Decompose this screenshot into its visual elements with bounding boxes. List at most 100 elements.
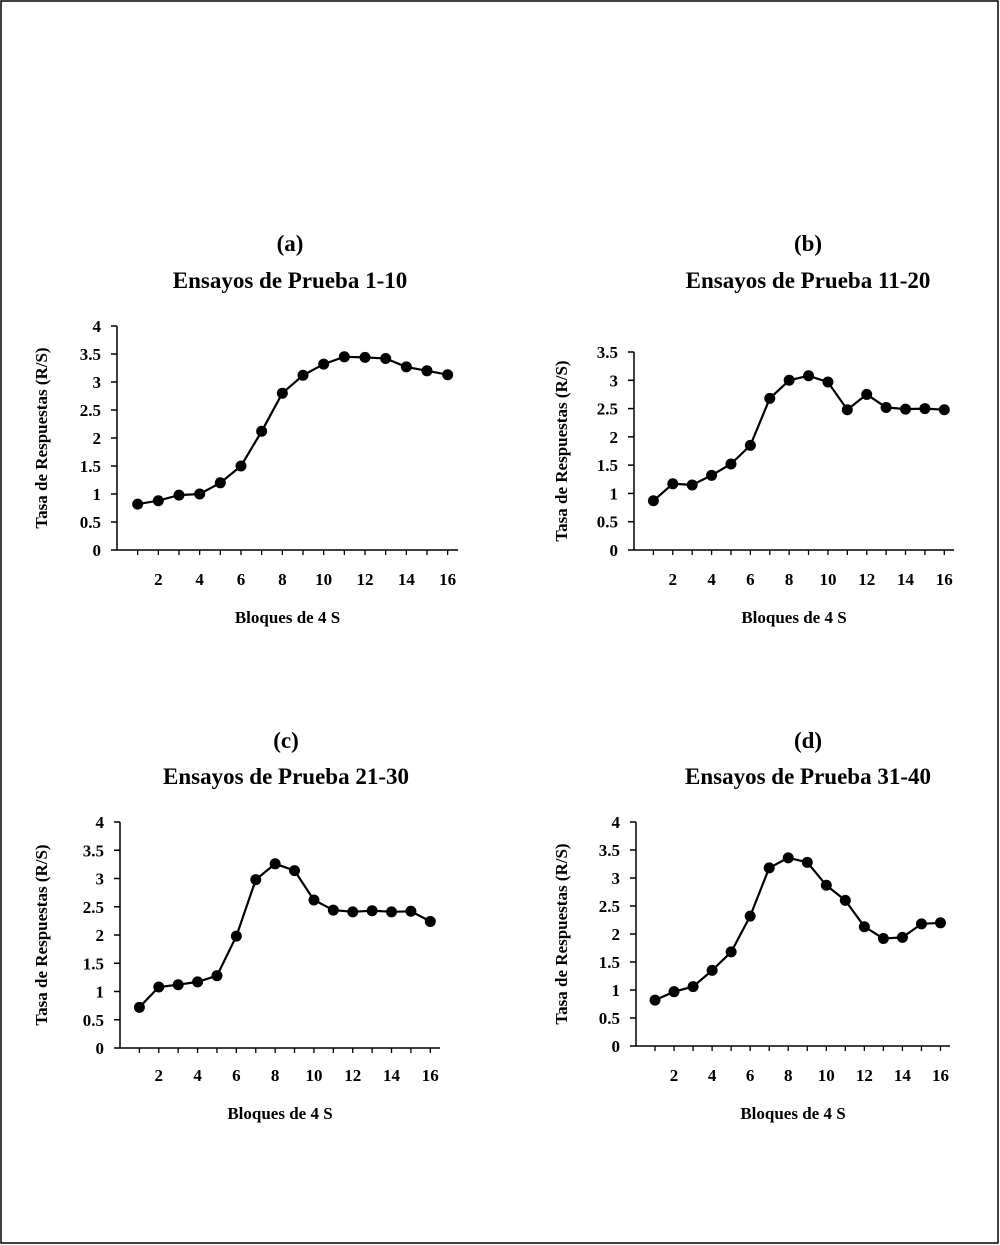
panel-b: (b) Ensayos de Prueba 11-20 0 0.5 1 1.5 2 2.5 3 3… — [552, 231, 954, 627]
y-tick-label: 0 — [612, 1037, 621, 1056]
data-point — [803, 370, 815, 382]
x-axis-label: Bloques de 4 S — [741, 608, 846, 627]
data-point — [380, 352, 392, 364]
x-tick-label: 16 — [936, 570, 953, 589]
data-point — [900, 403, 912, 415]
data-point — [214, 477, 226, 489]
data-point — [919, 403, 931, 415]
x-tick-label: 8 — [784, 1066, 793, 1085]
y-tick-label: 0.5 — [80, 513, 101, 532]
x-tick-label: 12 — [856, 1066, 873, 1085]
data-point — [934, 917, 946, 929]
y-tick-label: 2 — [610, 428, 619, 447]
data-point — [400, 361, 412, 373]
x-tick-label: 2 — [155, 1066, 164, 1085]
x-tick-label: 6 — [232, 1066, 241, 1085]
data-point — [861, 388, 873, 400]
y-tick-label: 3 — [96, 870, 105, 889]
x-tick-label: 16 — [932, 1066, 949, 1085]
panel-letter: (b) — [794, 231, 822, 256]
x-tick-label: 12 — [357, 570, 374, 589]
data-point — [327, 904, 339, 916]
x-tick-label: 16 — [422, 1066, 439, 1085]
data-point — [687, 981, 699, 993]
y-tick-label: 3 — [93, 373, 102, 392]
x-tick-label: 14 — [894, 1066, 912, 1085]
x-tick-label: 2 — [154, 570, 163, 589]
data-point — [318, 358, 330, 370]
panel-a: (a) Ensayos de Prueba 1-10 0 0.5 1 1.5 2 2.5 3 3.… — [32, 231, 458, 627]
data-point — [235, 460, 247, 472]
y-tick-label: 0 — [93, 541, 102, 560]
series-line — [652, 374, 945, 502]
y-tick-label: 2 — [612, 925, 621, 944]
x-tick-label: 4 — [707, 570, 716, 589]
y-tick-label: 1 — [612, 981, 621, 1000]
x-tick-label: 10 — [818, 1066, 835, 1085]
y-tick-label: 0 — [96, 1039, 105, 1058]
data-point — [820, 879, 832, 891]
x-tick-label: 8 — [785, 570, 794, 589]
data-point — [173, 489, 185, 501]
chart-title: Ensayos de Prueba 31-40 — [685, 764, 931, 789]
data-point — [841, 404, 853, 416]
data-point — [938, 404, 950, 416]
y-tick-label: 0.5 — [83, 1011, 104, 1030]
data-point — [647, 495, 659, 507]
x-tick-label: 10 — [305, 1066, 322, 1085]
x-tick-label: 14 — [398, 570, 416, 589]
data-point — [686, 479, 698, 491]
y-axis-label: Tasa de Respuestas (R/S) — [32, 844, 51, 1025]
data-point — [421, 365, 433, 377]
chart-title: Ensayos de Prueba 21-30 — [163, 764, 409, 789]
y-tick-label: 3 — [612, 869, 621, 888]
data-point — [250, 874, 262, 886]
x-tick-label: 2 — [669, 570, 678, 589]
data-point — [269, 858, 281, 870]
x-axis-label: Bloques de 4 S — [740, 1104, 845, 1123]
x-tick-label: 8 — [278, 570, 287, 589]
data-point — [880, 401, 892, 413]
data-point — [230, 930, 242, 942]
series-line — [137, 355, 448, 506]
x-tick-label: 16 — [439, 570, 456, 589]
data-point — [386, 906, 398, 918]
y-tick-label: 3.5 — [83, 841, 104, 860]
panel-letter: (d) — [794, 728, 822, 753]
x-tick-label: 8 — [271, 1066, 280, 1085]
x-tick-label: 12 — [344, 1066, 361, 1085]
x-tick-label: 12 — [858, 570, 875, 589]
y-tick-label: 1.5 — [80, 457, 101, 476]
x-tick-label: 6 — [237, 570, 246, 589]
y-tick-label: 2 — [93, 429, 102, 448]
data-point — [256, 425, 268, 437]
x-tick-label: 2 — [670, 1066, 679, 1085]
panel-letter: (a) — [277, 231, 304, 256]
data-point — [424, 915, 436, 927]
panel-letter: (c) — [273, 728, 299, 753]
y-tick-label: 1 — [96, 983, 105, 1002]
y-tick-label: 1.5 — [599, 953, 620, 972]
data-point — [822, 376, 834, 388]
x-axis-label: Bloques de 4 S — [235, 608, 340, 627]
data-point — [347, 906, 359, 918]
x-tick-label: 14 — [383, 1066, 401, 1085]
data-point — [706, 964, 718, 976]
data-point — [744, 439, 756, 451]
data-point — [801, 856, 813, 868]
data-point — [338, 351, 350, 363]
data-point — [192, 976, 204, 988]
y-tick-label: 1 — [93, 485, 102, 504]
y-tick-label: 1 — [610, 484, 619, 503]
y-tick-label: 4 — [93, 317, 102, 336]
x-tick-label: 10 — [819, 570, 836, 589]
chart-title: Ensayos de Prueba 1-10 — [173, 268, 408, 293]
y-axis-label: Tasa de Respuestas (R/S) — [552, 360, 571, 541]
data-point — [405, 905, 417, 917]
y-axis-label: Tasa de Respuestas (R/S) — [32, 347, 51, 528]
data-point — [764, 392, 776, 404]
data-point — [442, 369, 454, 381]
y-tick-label: 4 — [612, 813, 621, 832]
x-tick-label: 4 — [708, 1066, 717, 1085]
data-point — [667, 478, 679, 490]
